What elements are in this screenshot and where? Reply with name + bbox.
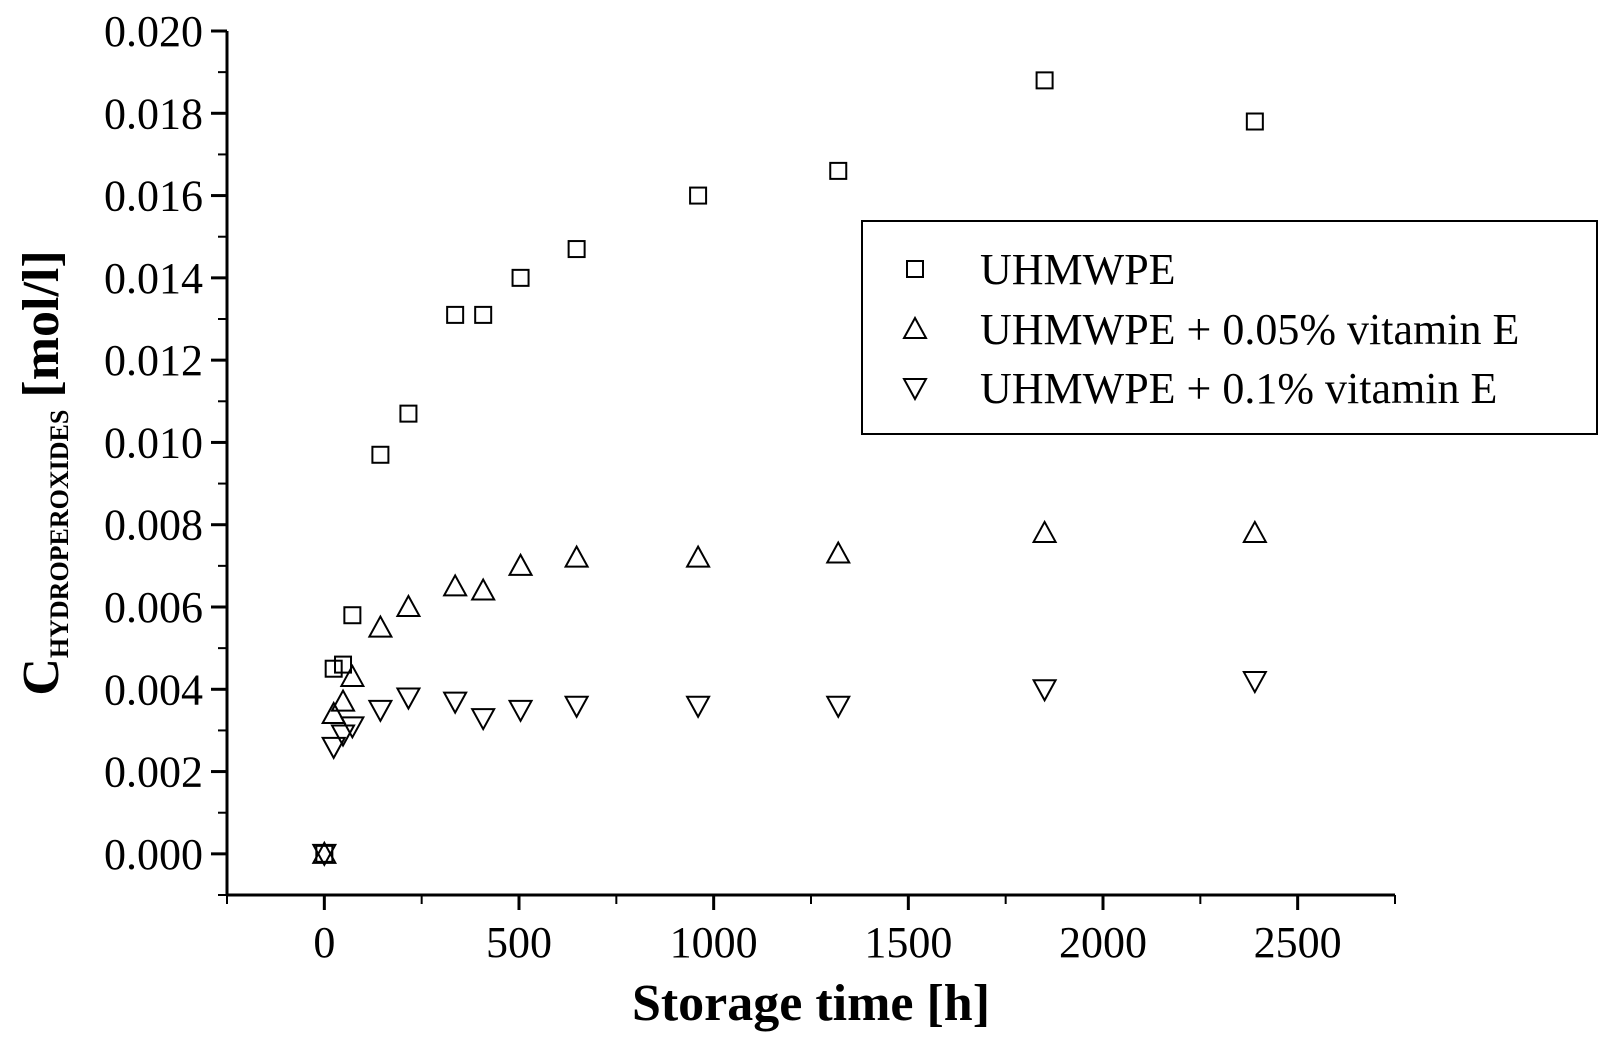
data-point	[330, 688, 356, 712]
data-point	[334, 655, 353, 674]
y-tick-label: 0.002	[104, 748, 203, 797]
data-point	[829, 161, 848, 180]
data-point	[446, 305, 465, 324]
data-point	[1035, 71, 1054, 90]
y-tick-label: 0.016	[104, 172, 203, 221]
data-point	[442, 691, 468, 715]
data-point	[324, 659, 343, 678]
data-point	[567, 240, 586, 259]
x-tick-label: 1500	[864, 918, 952, 967]
data-point	[1242, 519, 1268, 543]
data-point	[320, 700, 347, 724]
legend-label: UHMWPE + 0.05% vitamin E	[980, 305, 1519, 354]
x-axis-ticks: 0 500 1000 1500 2000 2500	[226, 895, 1396, 967]
legend-label: UHMWPE + 0.1% vitamin E	[980, 364, 1497, 413]
x-tick-label: 2500	[1254, 918, 1342, 967]
data-point	[371, 445, 390, 464]
x-tick-label: 500	[486, 918, 552, 967]
y-tick-label: 0.012	[104, 336, 203, 385]
data-point	[399, 404, 418, 423]
data-point	[507, 699, 534, 723]
y-axis-title-unit: [mol/l]	[13, 250, 70, 397]
y-axis-title-subscript: HYDROPEROXIDES	[45, 410, 74, 658]
data-point	[470, 577, 496, 601]
data-point	[1245, 112, 1264, 131]
data-markers	[311, 71, 1268, 867]
data-point	[330, 724, 356, 748]
data-point	[685, 695, 711, 719]
data-point	[395, 593, 422, 617]
legend-item-1: UHMWPE	[906, 245, 1176, 294]
data-point	[339, 716, 366, 740]
data-point	[507, 552, 534, 576]
series-1	[315, 71, 1264, 863]
legend-label: UHMWPE	[980, 245, 1176, 294]
data-point	[311, 843, 338, 867]
legend-box	[861, 220, 1598, 435]
data-point	[825, 695, 851, 719]
data-point	[563, 695, 590, 719]
data-point	[563, 544, 590, 568]
data-point	[1242, 671, 1268, 695]
x-axis-title: Storage time [h]	[632, 975, 990, 1032]
data-point	[367, 699, 394, 723]
data-point	[442, 573, 468, 597]
data-point	[470, 708, 496, 732]
y-axis-title: CHYDROPEROXIDES [mol/l]	[13, 250, 74, 695]
y-tick-label: 0.020	[104, 7, 203, 56]
data-point	[1031, 679, 1058, 703]
data-point	[367, 614, 394, 638]
data-point	[689, 186, 708, 205]
x-tick-label: 1000	[670, 918, 758, 967]
data-point	[395, 687, 422, 711]
y-axis-ticks: 0.000 0.002 0.004 0.006 0.008 0.010 0.012 0.014…	[104, 7, 227, 896]
data-point	[825, 540, 851, 564]
legend: UHMWPE UHMWPE + 0.05% vitamin E UHMWPE + 0…	[861, 220, 1598, 435]
plot-area: 0.000 0.002 0.004 0.006 0.008 0.010 0.012 0.014…	[104, 7, 1396, 967]
y-tick-label: 0.018	[104, 89, 203, 138]
legend-marker	[906, 260, 924, 278]
data-point	[1031, 519, 1058, 543]
legend-item-2: UHMWPE + 0.05% vitamin E	[902, 305, 1519, 354]
data-point	[685, 544, 711, 568]
y-axis-title-main: C	[13, 658, 70, 696]
data-point	[474, 305, 493, 324]
y-tick-label: 0.010	[104, 418, 203, 467]
legend-marker	[902, 378, 928, 402]
legend-item-3: UHMWPE + 0.1% vitamin E	[902, 364, 1497, 413]
svg-text:CHYDROPEROXIDES[mol/l]: CHYDROPEROXIDES [mol/l]	[13, 250, 74, 695]
y-tick-label: 0.004	[104, 665, 203, 714]
legend-marker	[902, 315, 928, 339]
y-tick-label: 0.006	[104, 583, 203, 632]
y-tick-label: 0.008	[104, 501, 203, 550]
data-point	[339, 663, 366, 687]
data-point	[511, 268, 530, 287]
y-tick-label: 0.014	[104, 254, 203, 303]
x-tick-label: 2000	[1059, 918, 1147, 967]
data-point	[320, 736, 347, 760]
y-tick-label: 0.000	[104, 830, 203, 879]
data-point	[343, 606, 362, 625]
x-tick-label: 0	[313, 918, 335, 967]
series-3	[311, 671, 1268, 867]
